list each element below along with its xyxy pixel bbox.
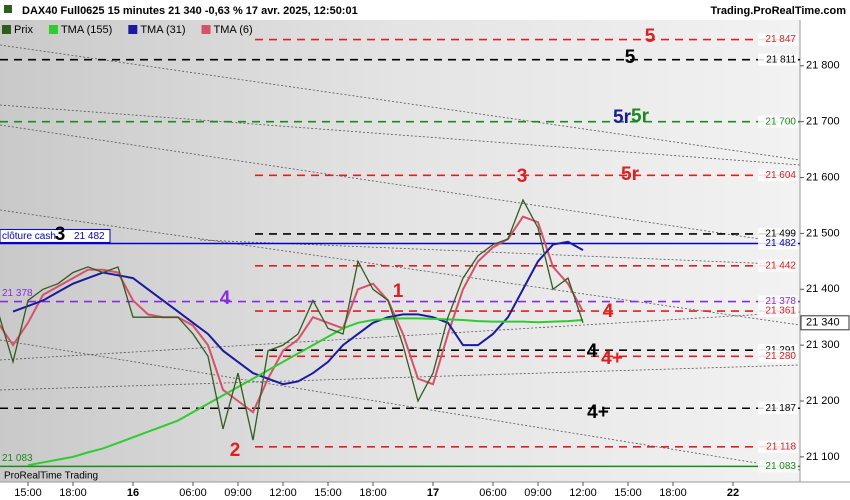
annotation: 4+ — [601, 348, 623, 369]
level-label: 21 378 — [765, 296, 796, 307]
annotation: 5 — [645, 26, 656, 47]
legend-swatch — [201, 25, 211, 34]
legend-label: TMA (31) — [140, 24, 185, 36]
level-label: 21 811 — [766, 54, 796, 65]
annotation: 3 — [55, 224, 66, 245]
trendline — [0, 124, 801, 246]
x-tick-label: 06:00 — [179, 487, 207, 499]
y-tick-label: 21 200 — [806, 395, 840, 407]
trendline — [0, 339, 801, 471]
level-label: 21 499 — [765, 229, 796, 240]
level-label-bg — [758, 350, 798, 363]
y-tick-label: 21 100 — [806, 451, 840, 463]
y-tick-label: 21 300 — [806, 339, 840, 351]
annotation: 1 — [393, 281, 404, 302]
level-label-bg — [758, 115, 798, 128]
legend-label: Prix — [14, 24, 33, 36]
x-tick-label: 17 — [427, 487, 439, 499]
level-label-bg — [758, 237, 798, 250]
x-tick-label: 18:00 — [359, 487, 387, 499]
cash-label: clôture cash — [2, 231, 56, 242]
price-line — [0, 198, 584, 441]
level-label-bg — [758, 259, 798, 272]
legend-label: TMA (155) — [61, 24, 112, 36]
x-tick-label: 18:00 — [659, 487, 687, 499]
header — [0, 0, 850, 20]
annotation: 2 — [230, 440, 241, 461]
chart-title: DAX40 Full0625 15 minutes 21 340 -0,63 %… — [22, 5, 358, 17]
last-price-label: 21 340 — [806, 317, 840, 329]
y-tick-label: 21 600 — [806, 171, 840, 183]
tma-line — [12, 240, 584, 386]
legend-swatch — [48, 25, 58, 34]
cash-value: 21 482 — [74, 231, 105, 242]
annotation: 5r — [631, 106, 650, 127]
site: Trading.ProRealTime.com — [710, 5, 846, 17]
cash-label-bg — [0, 228, 111, 243]
x-tick-label: 15:00 — [14, 487, 42, 499]
level-label: 21 442 — [765, 260, 796, 271]
annotation: 5 — [625, 47, 636, 68]
x-tick-label: 12:00 — [569, 487, 597, 499]
trendline — [0, 364, 801, 391]
trendline — [0, 104, 801, 166]
annotation: 4+ — [587, 402, 609, 423]
logo — [4, 5, 12, 13]
level-label-bg — [758, 53, 798, 66]
y-tick-label: 21 700 — [806, 116, 840, 128]
level-label: 21 482 — [765, 238, 796, 249]
level-label: 21 361 — [765, 306, 796, 317]
plot-background — [0, 20, 800, 482]
left-level-label: 21 378 — [2, 288, 33, 299]
x-tick-label: 18:00 — [59, 487, 87, 499]
annotation: 4 — [603, 301, 614, 322]
level-label-bg — [758, 295, 798, 308]
legend-swatch — [2, 25, 11, 34]
level-label: 21 118 — [766, 441, 796, 452]
legend-label: TMA (6) — [214, 24, 253, 36]
annotation: 4 — [220, 288, 231, 309]
annotation: 5r — [613, 107, 632, 128]
level-label-bg — [758, 169, 798, 182]
last-price-box — [800, 315, 850, 331]
left-level-label: 21 083 — [2, 453, 33, 464]
x-tick-label: 09:00 — [524, 487, 552, 499]
level-label: 21 083 — [765, 461, 796, 472]
x-tick-label: 16 — [127, 487, 139, 499]
annotation: 5r — [621, 164, 640, 185]
annotation: 3 — [517, 166, 528, 187]
level-label-bg — [758, 402, 798, 415]
x-tick-label: 06:00 — [479, 487, 507, 499]
level-label: 21 847 — [765, 34, 796, 45]
annotation: 4 — [587, 341, 598, 362]
level-label: 21 280 — [765, 351, 796, 362]
y-tick-label: 21 400 — [806, 283, 840, 295]
x-tick-label: 22 — [727, 487, 739, 499]
trendline — [0, 209, 801, 326]
level-label-bg — [758, 33, 798, 46]
level-label-bg — [758, 440, 798, 453]
level-label: 21 604 — [765, 170, 796, 181]
level-label-bg — [758, 305, 798, 318]
level-label-bg — [758, 227, 798, 240]
x-axis-background — [0, 482, 850, 500]
x-tick-label: 15:00 — [614, 487, 642, 499]
y-tick-label: 21 800 — [806, 60, 840, 72]
level-label: 21 700 — [765, 116, 796, 127]
x-tick-label: 09:00 — [224, 487, 252, 499]
level-label: 21 291 — [765, 345, 796, 356]
x-tick-label: 15:00 — [314, 487, 342, 499]
trendline — [0, 44, 801, 161]
legend-swatch — [128, 25, 138, 34]
y-tick-label: 21 500 — [806, 227, 840, 239]
x-tick-label: 12:00 — [269, 487, 297, 499]
level-label: 21 187 — [765, 403, 796, 414]
tma-line — [27, 317, 584, 467]
level-label-bg — [758, 460, 798, 473]
axis-background — [800, 20, 850, 482]
footer: ProRealTime Trading — [4, 471, 98, 482]
